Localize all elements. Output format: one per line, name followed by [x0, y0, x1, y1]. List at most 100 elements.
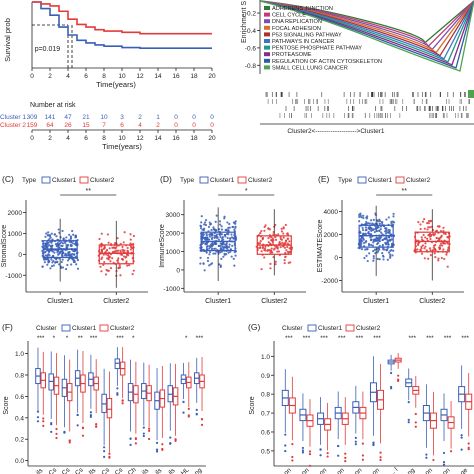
gsea-x-label: Cluster2<------------------->Cluster1 — [287, 128, 385, 135]
legend-swatch-cluster1 — [199, 176, 209, 184]
box-y-tick-label: 1000 — [166, 249, 181, 256]
box-point — [421, 238, 424, 241]
group-outlier — [68, 441, 71, 444]
box-point — [102, 253, 105, 256]
group-x-tick-label: ils — [141, 467, 151, 474]
group-y-tick-label: 1.0 — [15, 351, 24, 358]
box-point — [433, 252, 436, 255]
survival-x-tick-label: 10 — [118, 73, 126, 80]
box-point — [65, 243, 68, 247]
box-point — [378, 236, 381, 239]
box-point — [266, 249, 269, 252]
box-point — [49, 267, 52, 270]
box-point — [427, 222, 430, 225]
risk-count: 2 — [156, 122, 160, 129]
group-outlier — [121, 402, 124, 405]
box-point — [114, 250, 117, 253]
box-point — [116, 249, 119, 252]
survival-y-label: Survival prob — [3, 18, 12, 62]
box-point — [427, 219, 430, 223]
risk-x-tick-label: 4 — [66, 135, 70, 142]
box-point — [366, 215, 369, 218]
gsea-legend-swatch — [264, 32, 270, 37]
group-outlier — [50, 430, 53, 433]
box-point — [226, 221, 229, 224]
box-point — [50, 249, 53, 252]
box-point — [420, 245, 423, 248]
box-point — [438, 238, 441, 242]
box-point — [59, 251, 62, 254]
box-point — [61, 229, 64, 233]
box-point — [391, 254, 394, 257]
box-point — [360, 216, 363, 219]
box-point — [261, 236, 264, 240]
box-point — [367, 232, 370, 235]
box-point — [385, 227, 388, 230]
group-outlier — [397, 378, 400, 381]
group-significance: *** — [356, 335, 364, 342]
group-outlier — [460, 436, 463, 439]
box-point — [229, 237, 232, 240]
box-point — [71, 229, 74, 233]
risk-count: 0 — [192, 122, 196, 129]
group-outlier — [169, 442, 172, 445]
box-point — [358, 215, 361, 219]
group-outlier — [460, 434, 463, 437]
group-outlier — [344, 460, 347, 463]
group-outlier — [425, 456, 428, 459]
box-point — [106, 233, 109, 236]
box-point — [227, 251, 230, 254]
group-outlier — [155, 448, 159, 451]
survival-x-tick-label: 16 — [172, 73, 180, 80]
risk-count: 159 — [27, 122, 38, 129]
box-point — [43, 261, 46, 264]
gsea-legend-label: PROTEASOME — [272, 52, 312, 58]
box-point — [220, 243, 223, 246]
group-x-tick-label: on — [336, 467, 346, 474]
box-point — [369, 243, 373, 247]
box-point — [117, 257, 120, 260]
box-point — [373, 230, 376, 234]
survival-curve-1 — [32, 1, 212, 49]
box-point — [204, 223, 208, 227]
box-point — [376, 236, 379, 240]
box-point — [222, 255, 225, 258]
significance-label: ** — [401, 188, 407, 195]
box-point — [234, 220, 237, 223]
box-point — [46, 263, 49, 266]
box-point — [44, 254, 47, 257]
group-significance: *** — [285, 335, 293, 342]
box-point — [203, 223, 206, 226]
group-x-tick-label: on — [283, 467, 293, 474]
box-point — [385, 243, 388, 246]
legend-swatch-cluster2 — [237, 176, 247, 184]
box-point — [363, 256, 366, 260]
box-point — [109, 260, 112, 263]
gsea-legend-swatch — [264, 25, 270, 30]
box-point — [210, 262, 214, 265]
box-point — [270, 247, 273, 250]
box-point — [53, 233, 56, 236]
box-point — [132, 269, 135, 272]
box-point — [118, 264, 121, 267]
box-point — [379, 225, 383, 228]
box-point — [376, 219, 379, 222]
box-point — [278, 240, 281, 244]
box-point — [424, 245, 427, 248]
box-rect — [98, 244, 134, 265]
box-point — [274, 260, 277, 263]
group-outlier — [291, 442, 294, 446]
box-point — [263, 229, 266, 232]
legend-label-cluster1: Cluster1 — [72, 325, 97, 332]
group-outlier — [414, 421, 417, 424]
box-point — [218, 263, 221, 266]
box-point — [100, 232, 103, 235]
group-outlier — [390, 385, 393, 389]
legend-label-cluster2: Cluster2 — [406, 177, 431, 184]
box-legend-title: Type — [22, 177, 36, 184]
box-point — [205, 247, 209, 251]
box-point — [60, 252, 64, 256]
box-point — [385, 218, 388, 221]
box-point — [443, 257, 446, 261]
box-point — [369, 236, 372, 239]
